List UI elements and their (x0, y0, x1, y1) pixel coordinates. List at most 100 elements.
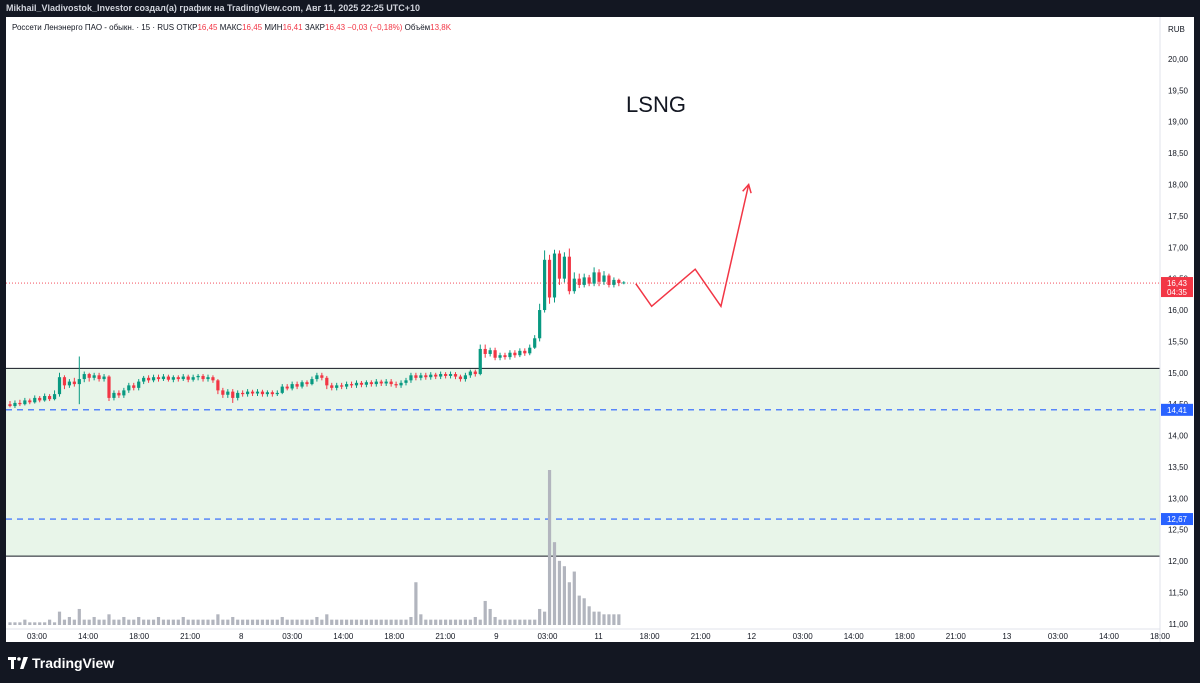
level-12-67-tag (1161, 513, 1193, 526)
volume-bar (557, 560, 562, 625)
volume-bar (285, 619, 289, 625)
volume-bar (127, 619, 131, 625)
volume-bar (236, 619, 240, 625)
candle-body (255, 391, 260, 394)
currency-label: RUB (1168, 25, 1185, 34)
volume-bar (543, 611, 547, 625)
support-zone (6, 368, 1160, 557)
volume-bar (528, 619, 532, 625)
close-label: ЗАКР (304, 23, 325, 32)
last-price-tag (1161, 277, 1193, 298)
price-tick: 18,50 (1168, 149, 1189, 158)
volume-bar (250, 619, 255, 625)
candle-body (374, 381, 378, 385)
candle-body (201, 375, 205, 380)
candle-body (38, 397, 42, 401)
candle-body (498, 355, 502, 358)
time-tick: 21:00 (946, 632, 967, 641)
price-tick: 19,50 (1168, 86, 1189, 95)
candle-body (82, 374, 86, 380)
candle-body (330, 385, 334, 388)
candlestick-chart[interactable]: RUB 20,00 19,50 19,00 18,50 18,00 17,50 17,00 16… (6, 17, 1194, 642)
candle-body (147, 377, 151, 381)
time-tick: 18:00 (384, 632, 405, 641)
volume-bar (82, 619, 86, 625)
candle-body (186, 376, 190, 380)
volume-bar (369, 619, 373, 625)
candle-body (434, 374, 438, 377)
candle-body (8, 404, 12, 407)
volume-bar (97, 619, 101, 625)
candle-body (285, 386, 289, 389)
attribution-text: Mikhail_Vladivostok_Investor создал(а) г… (6, 3, 421, 13)
candle-body (57, 377, 62, 395)
volume-bar (191, 619, 195, 625)
volume-bar (354, 619, 359, 625)
volume-bar (181, 616, 185, 625)
time-tick: 14:00 (844, 632, 865, 641)
volume-bar (246, 619, 250, 625)
candle-body (513, 352, 517, 356)
attribution-bar: Mikhail_Vladivostok_Investor создал(а) г… (0, 0, 1200, 17)
time-tick: 8 (239, 632, 244, 641)
candle-body (241, 392, 245, 395)
candle-body (622, 282, 626, 284)
candle-body (48, 396, 52, 400)
volume-bar (617, 614, 621, 625)
volume-bar (28, 622, 32, 625)
volume-bar (117, 619, 121, 625)
time-tick: 03:00 (282, 632, 303, 641)
chart-area[interactable]: RUB 20,00 19,50 19,00 18,50 18,00 17,50 17,00 16… (6, 17, 1194, 642)
candle-body (379, 381, 383, 384)
volume-bar (107, 614, 111, 625)
volume-bar (87, 619, 91, 625)
separator-dot: · (136, 23, 142, 32)
volume-bar (221, 619, 225, 625)
candle-body (265, 392, 269, 395)
time-tick: 14:00 (1099, 632, 1120, 641)
separator-dot: · (152, 23, 158, 32)
volume-bar (320, 619, 324, 625)
projection-path (635, 184, 750, 309)
candle-body (335, 385, 339, 388)
candle-body (429, 374, 433, 378)
last-price-tag-text: 16,43 (1167, 279, 1188, 288)
bottom-bar: TradingView (0, 642, 1200, 683)
volume-bar (156, 616, 161, 625)
candle-body (587, 277, 591, 284)
candle-body (315, 375, 319, 380)
price-tick: 11,00 (1169, 620, 1189, 629)
time-tick: 13 (1002, 632, 1011, 641)
candle-body (478, 348, 482, 375)
candle-body (345, 384, 349, 387)
volume-bar (513, 619, 517, 625)
candle-body (448, 374, 453, 376)
tradingview-logo[interactable]: TradingView (8, 655, 114, 671)
volume-bar (38, 622, 42, 625)
candle-body (67, 381, 71, 386)
volume-bar (587, 606, 591, 625)
volume-bar (92, 616, 96, 625)
candle-body (176, 377, 180, 380)
volume-bar (166, 619, 170, 625)
volume-bar (503, 619, 507, 625)
volume-bar (147, 619, 151, 625)
volume-bar (488, 608, 492, 625)
volume-bar (43, 622, 47, 625)
volume-bar (290, 619, 294, 625)
volume-bar (315, 616, 319, 625)
volume-bar (567, 582, 571, 625)
candle-body (275, 392, 279, 395)
candle-body (161, 376, 166, 380)
volume-bar (483, 600, 487, 625)
candle-body (151, 377, 156, 381)
level-14-41-tag-text: 14,41 (1167, 406, 1188, 415)
candle-body (13, 402, 17, 407)
volume-bar (429, 619, 433, 625)
candle-body (607, 275, 611, 285)
candle-body (503, 355, 507, 358)
volume-bar (409, 616, 413, 625)
candle-body (384, 381, 388, 384)
volume-bar (77, 608, 81, 625)
candle-body (369, 382, 373, 385)
